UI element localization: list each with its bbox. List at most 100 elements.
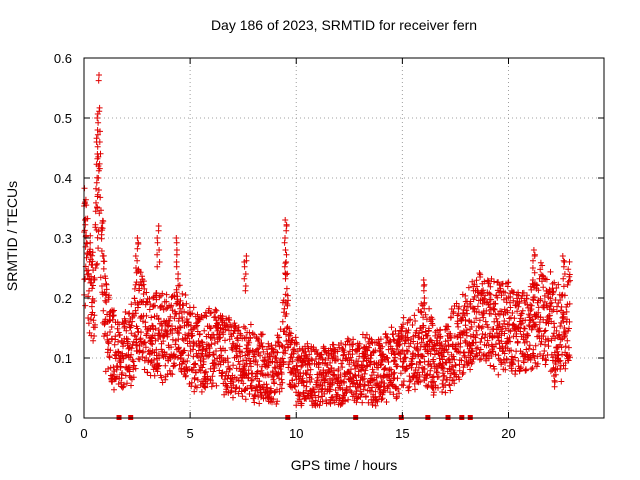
data-point	[463, 332, 470, 339]
data-point	[407, 316, 414, 323]
data-point	[385, 373, 392, 380]
data-point	[352, 365, 359, 372]
data-point	[168, 344, 175, 351]
data-point	[532, 342, 539, 349]
data-point	[181, 308, 188, 315]
data-point	[327, 359, 334, 366]
data-point	[134, 257, 141, 264]
data-point	[362, 334, 369, 341]
data-point	[430, 373, 437, 380]
data-point	[367, 358, 374, 365]
data-point	[241, 275, 248, 282]
data-point	[382, 365, 389, 371]
data-point	[366, 344, 372, 351]
data-point	[268, 387, 275, 394]
data-point	[382, 330, 389, 337]
data-point	[510, 297, 517, 304]
data-point	[550, 288, 557, 295]
data-point	[278, 371, 285, 377]
data-point	[169, 336, 176, 343]
data-point	[431, 351, 438, 358]
data-point	[450, 353, 457, 360]
data-point	[306, 351, 313, 358]
data-point	[359, 399, 366, 406]
data-point	[373, 397, 380, 404]
data-point	[403, 347, 410, 354]
data-point	[452, 362, 459, 369]
data-point	[235, 324, 242, 331]
data-point	[282, 260, 289, 267]
data-point	[217, 325, 224, 332]
data-point	[449, 363, 456, 370]
data-point	[537, 266, 544, 273]
data-point	[431, 378, 437, 385]
data-point	[276, 334, 282, 341]
data-point	[212, 313, 219, 320]
data-point	[179, 290, 186, 297]
data-point	[447, 359, 453, 366]
data-point	[303, 371, 310, 378]
data-point	[303, 383, 310, 390]
data-point	[303, 396, 310, 402]
data-point	[478, 335, 485, 342]
data-point	[515, 357, 522, 364]
data-point	[128, 382, 134, 389]
data-point	[356, 345, 363, 352]
data-point	[184, 358, 191, 364]
data-point	[369, 401, 376, 408]
data-point	[339, 364, 346, 371]
data-point	[273, 401, 280, 407]
data-point	[105, 365, 112, 372]
data-point	[386, 339, 393, 346]
data-point	[155, 227, 162, 234]
data-point	[560, 318, 567, 325]
data-point	[467, 298, 474, 305]
data-point	[345, 337, 352, 344]
y-tick-label: 0.5	[54, 111, 72, 126]
data-point	[560, 275, 567, 282]
data-point	[307, 379, 314, 386]
data-point	[105, 340, 112, 347]
data-point	[524, 351, 531, 358]
data-point	[401, 351, 408, 357]
data-point	[206, 305, 213, 312]
data-point	[352, 390, 359, 397]
data-point	[285, 297, 291, 304]
data-point	[90, 282, 96, 289]
data-point	[171, 362, 178, 369]
data-point	[529, 265, 536, 271]
data-point	[435, 384, 441, 391]
data-point	[388, 324, 395, 331]
data-point	[429, 322, 436, 329]
data-point	[307, 371, 314, 378]
data-point	[91, 276, 98, 283]
data-point	[237, 332, 244, 339]
data-point	[263, 381, 270, 388]
data-point	[130, 374, 137, 381]
data-point	[495, 371, 502, 378]
y-tick-label: 0.4	[54, 171, 72, 186]
data-point	[177, 354, 184, 361]
data-point	[276, 388, 283, 395]
data-point	[235, 337, 241, 344]
data-point	[539, 262, 546, 269]
data-point	[138, 329, 144, 336]
data-point	[424, 332, 431, 339]
data-point	[177, 297, 184, 304]
data-point	[547, 303, 554, 310]
data-point	[162, 327, 169, 333]
data-point	[530, 247, 537, 253]
data-point	[420, 322, 427, 329]
data-point	[352, 372, 359, 379]
data-point	[398, 335, 405, 342]
data-point	[239, 393, 246, 400]
data-point	[455, 310, 462, 317]
data-point	[201, 327, 208, 334]
data-point	[536, 325, 543, 332]
data-point	[495, 355, 502, 362]
data-point	[293, 341, 300, 348]
data-point	[289, 377, 296, 384]
data-point	[97, 274, 104, 281]
data-point	[242, 287, 249, 294]
data-point	[401, 340, 408, 347]
